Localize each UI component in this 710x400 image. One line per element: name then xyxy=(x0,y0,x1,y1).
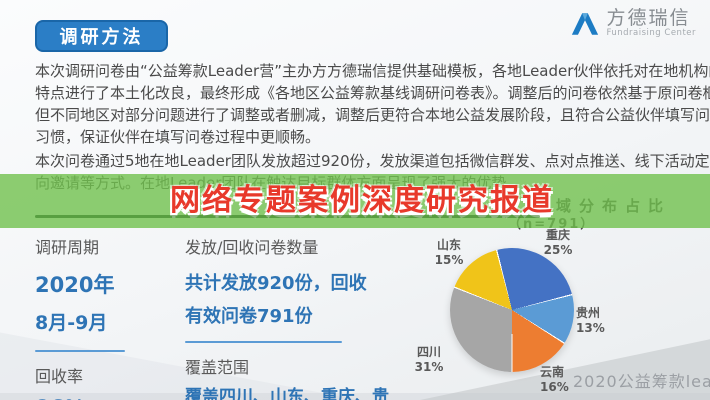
pie-label-shandong: 山东 15% xyxy=(434,238,464,267)
pie-label-chongqing: 重庆 25% xyxy=(543,228,573,257)
coverage-line1: 覆盖四川、山东、重庆、贵 xyxy=(185,387,389,400)
pie-label-sichuan: 四川 31% xyxy=(414,345,444,374)
region-distribution-pie-chart xyxy=(450,248,574,372)
section-badge: 调研方法 xyxy=(35,20,168,52)
paragraph-line: 习惯，保证伙伴在填写问卷过程中更顺畅。 xyxy=(35,128,321,146)
pie-label-guizhou: 贵州 13% xyxy=(576,306,605,335)
paragraph-line: 本次问卷通过5地在地Leader团队发放超过920份，发放渠道包括微信群发、点对… xyxy=(35,152,710,170)
volume-label: 发放/回收问卷数量 xyxy=(185,238,319,257)
watermark-text: 2020公益筹款leader营 xyxy=(573,372,710,391)
paragraph-line: 本次调研问卷由“公益筹款Leader营”主办方方德瑞信提供基础模板，各地Lead… xyxy=(35,62,710,80)
bottom-band-decoration xyxy=(0,393,710,400)
recovery-rate-label: 回收率 xyxy=(35,367,84,386)
questionnaire-volume-panel: 发放/回收问卷数量 共计发放920份，回收 有效问卷791份 覆盖范围 覆盖四川… xyxy=(185,234,395,400)
paragraph-line: 特点进行了本土化改良，最终形成《各地区公益筹款基线调研问卷表》。调整后的问卷依然… xyxy=(35,84,710,102)
paragraph-line: 但不同地区对部分问题进行了调整或者删减，调整后更符合本地公益发展阶段，且符合公益… xyxy=(35,106,710,124)
recovery-rate-value: 86% xyxy=(35,396,145,400)
overlay-banner-title: 网络专题案例深度研究报道 xyxy=(170,183,554,218)
separator-line xyxy=(185,341,342,343)
banner-underline-decoration xyxy=(35,215,540,218)
period-year: 2020年 xyxy=(35,273,115,297)
brand-name: 方德瑞信 xyxy=(606,7,691,29)
volume-line2: 有效问卷791份 xyxy=(185,306,313,327)
methodology-paragraph-1: 本次调研问卷由“公益筹款Leader营”主办方方德瑞信提供基础模板，各地Lead… xyxy=(35,60,710,148)
volume-line1: 共计发放920份，回收 xyxy=(185,273,367,294)
period-label: 调研周期 xyxy=(35,238,100,257)
section-badge-label: 调研方法 xyxy=(59,27,144,48)
period-months: 8月-9月 xyxy=(35,312,108,334)
coverage-label: 覆盖范围 xyxy=(185,358,250,377)
fundraising-center-logo-icon xyxy=(572,12,599,35)
brand-subtitle: Fundraising Center xyxy=(606,28,696,38)
survey-period-panel: 调研周期 2020年 8月-9月 回收率 86% xyxy=(35,234,145,400)
overlay-banner: 网络专题案例深度研究报道 xyxy=(0,174,710,228)
separator-line xyxy=(35,350,125,352)
brand-logo: 方德瑞信 Fundraising Center xyxy=(570,8,696,38)
pie-label-yunnan: 云南 16% xyxy=(540,365,569,394)
